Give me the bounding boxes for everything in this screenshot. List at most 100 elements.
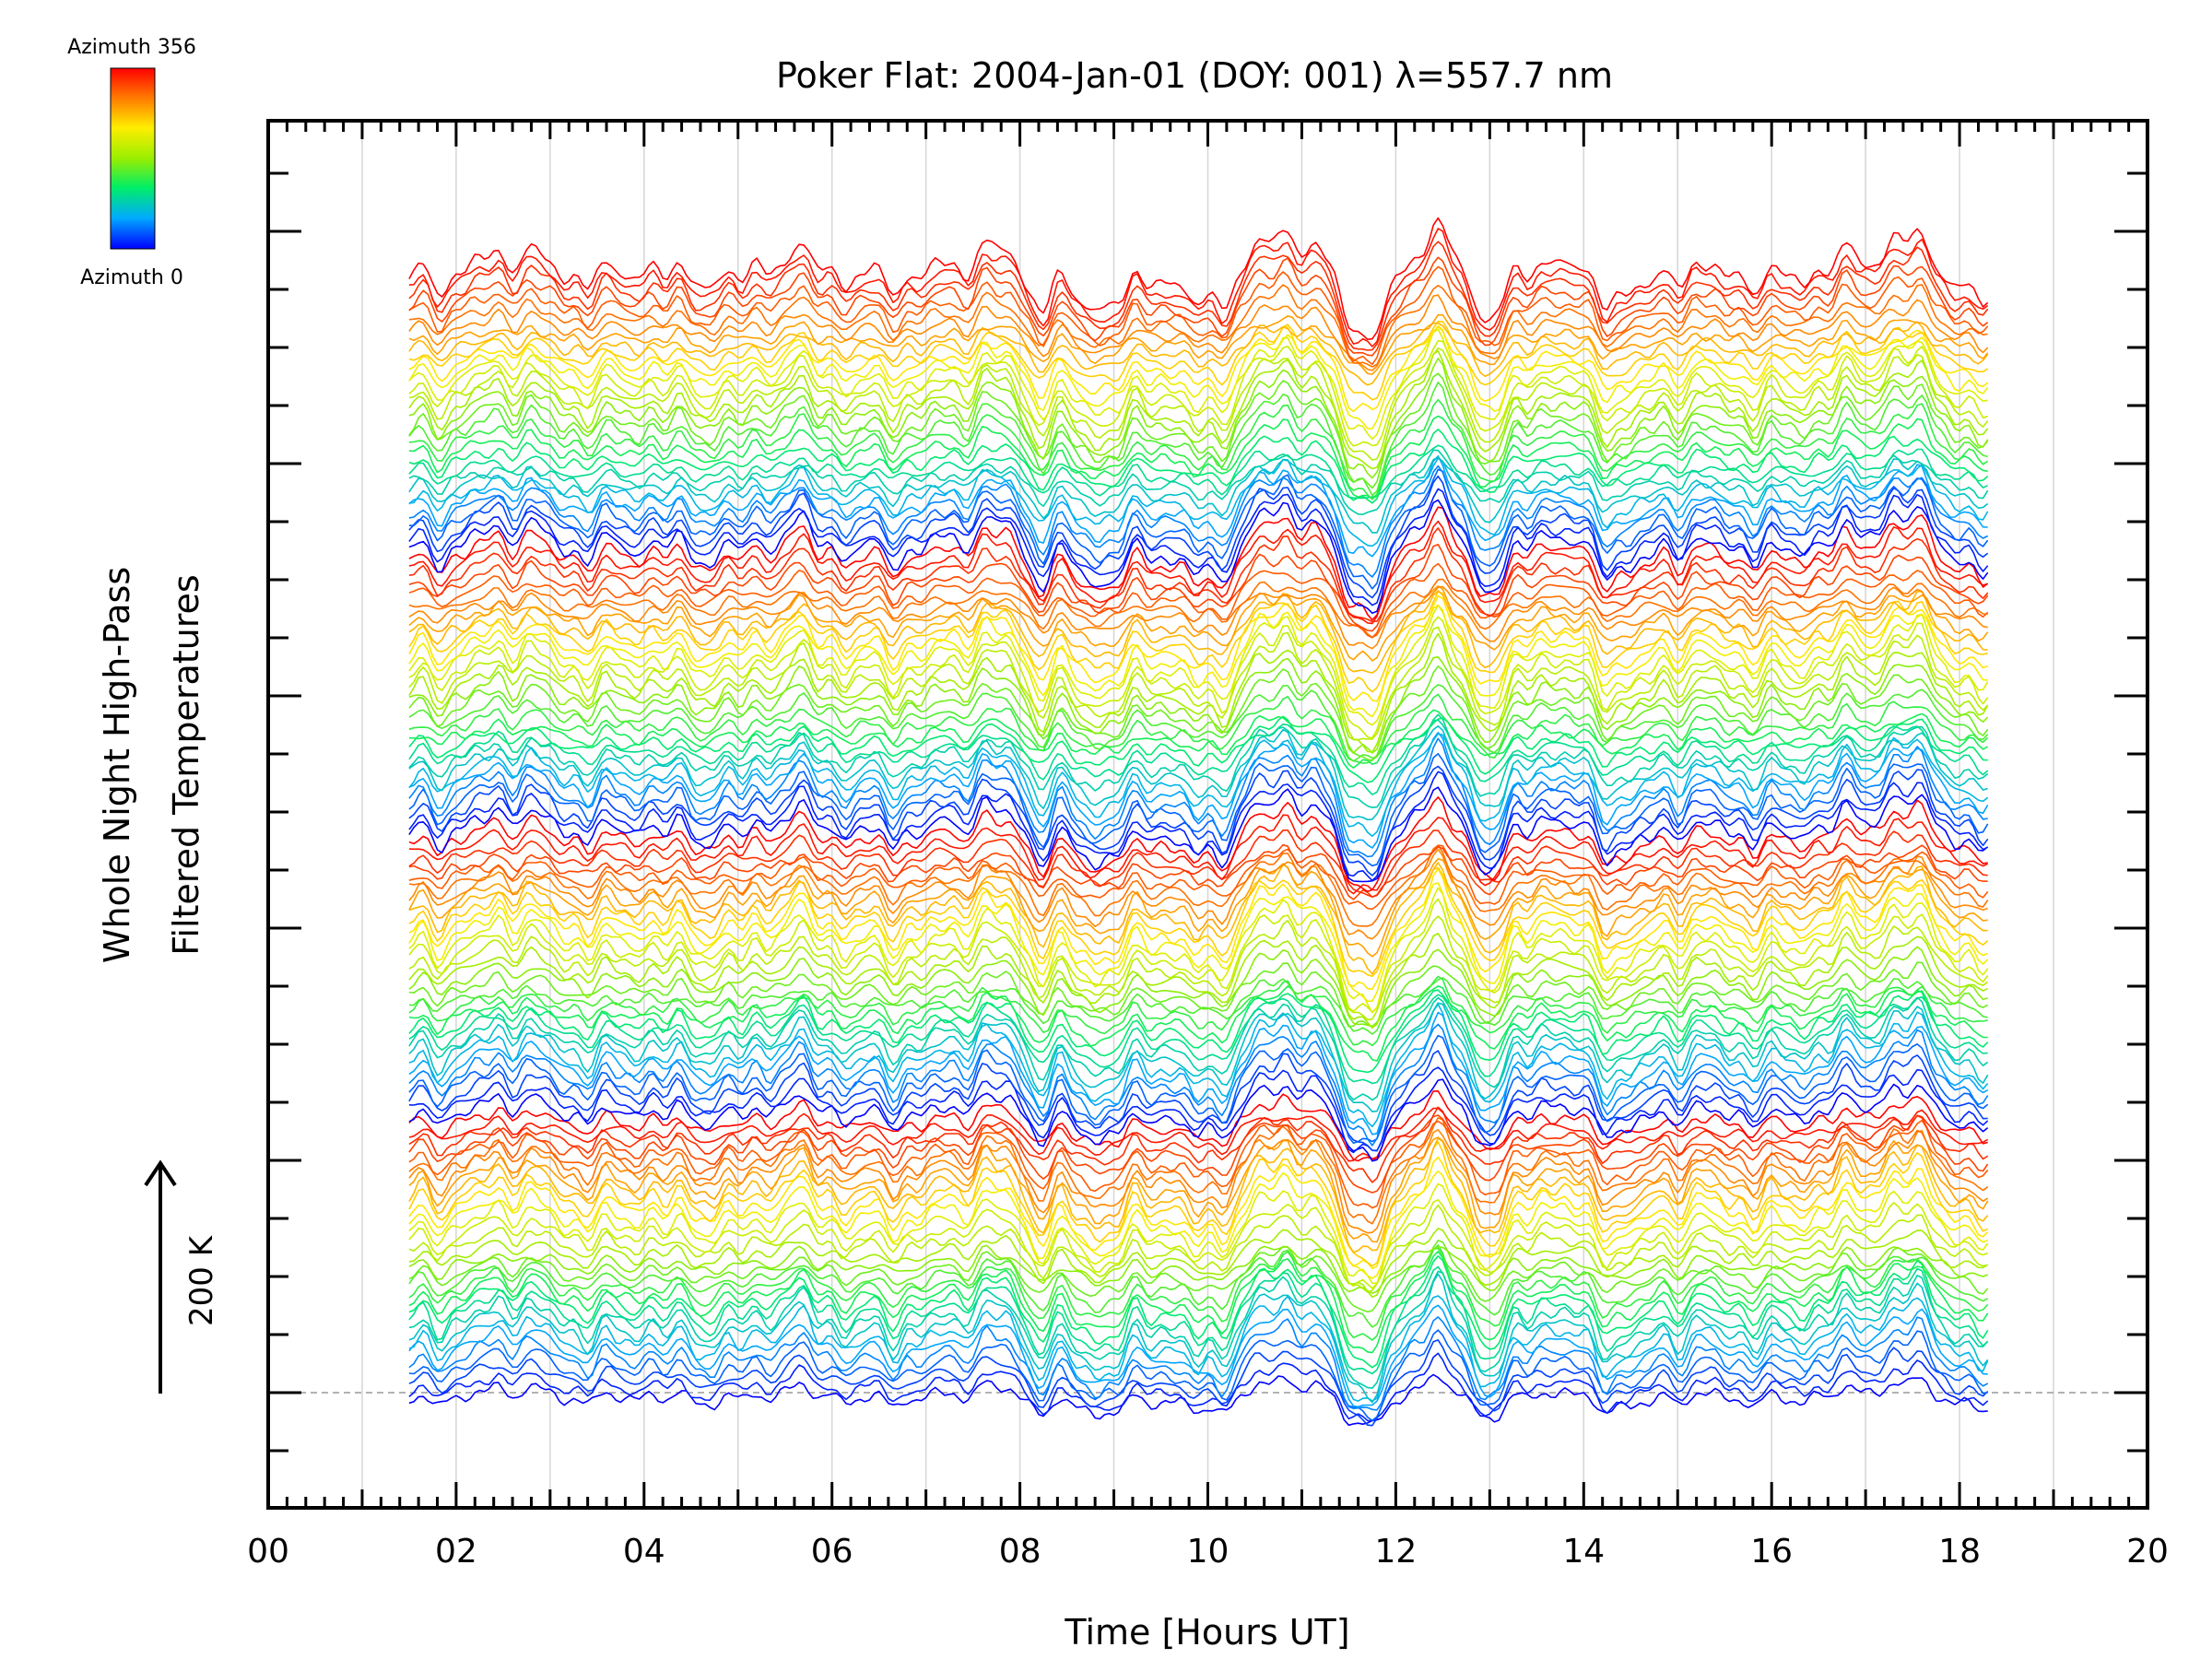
temperature-trace: [408, 1011, 1989, 1135]
temperature-trace: [408, 585, 1988, 650]
temperature-trace: [408, 228, 1989, 347]
temperature-trace: [408, 455, 1988, 558]
temperature-trace: [408, 1339, 1989, 1427]
scale-arrow: [144, 1159, 177, 1394]
temperature-trace: [408, 340, 1988, 447]
temperature-trace: [408, 733, 1989, 837]
x-tick-label: 20: [2126, 1533, 2169, 1571]
temperature-trace: [408, 562, 1989, 639]
temperature-trace: [408, 882, 1989, 1002]
temperature-trace: [408, 604, 1988, 718]
x-tick-label: 10: [1187, 1533, 1230, 1571]
temperature-trace: [408, 862, 1988, 975]
x-tick-label: 04: [623, 1533, 665, 1571]
temperature-trace: [408, 715, 1988, 783]
temperature-trace: [408, 1255, 1989, 1369]
temperature-trace: [408, 1244, 1989, 1294]
temperature-trace: [408, 1316, 1989, 1411]
temperature-trace: [408, 506, 1989, 621]
temperature-trace: [408, 591, 1988, 693]
temperature-trace: [408, 693, 1989, 764]
temperature-trace: [408, 719, 1989, 808]
temperature-trace: [408, 1228, 1989, 1299]
temperature-trace: [408, 1273, 1989, 1404]
temperature-trace: [408, 632, 1989, 753]
temperature-trace: [408, 771, 1989, 882]
temperature-trace: [408, 1106, 1989, 1183]
temperature-trace: [408, 1199, 1988, 1289]
temperature-trace: [408, 499, 1989, 614]
temperature-trace: [408, 1136, 1989, 1243]
temperature-trace: [408, 626, 1989, 741]
temperature-trace: [408, 867, 1988, 990]
temperature-trace: [408, 1304, 1988, 1408]
temperature-trace: [408, 578, 1988, 639]
temperature-trace: [408, 475, 1989, 599]
temperature-trace: [408, 488, 1989, 606]
temperature-trace: [408, 320, 1989, 401]
temperature-trace: [408, 1204, 1988, 1293]
y-axis-label-line2: Filtered Temperatures: [166, 574, 206, 955]
x-tick-label: 06: [811, 1533, 853, 1571]
temperature-trace: [408, 848, 1988, 940]
temperature-trace: [408, 1182, 1989, 1285]
temperature-trace: [408, 1141, 1989, 1267]
temperature-trace: [408, 465, 1989, 578]
temperature-trace: [408, 468, 1989, 590]
temperature-trace: [408, 1034, 1989, 1145]
x-tick-label: 00: [247, 1533, 289, 1571]
temperature-trace: [408, 325, 1989, 413]
temperature-trace: [408, 713, 1989, 795]
temperature-trace: [408, 898, 1989, 1013]
temperature-traces: [408, 217, 1989, 1427]
temperature-trace: [408, 585, 1989, 662]
temperature-trace: [408, 1090, 1988, 1162]
x-tick-label: 18: [1938, 1533, 1981, 1571]
temperature-trace: [408, 843, 1988, 900]
temperature-trace: [408, 753, 1989, 867]
temperature-trace: [408, 456, 1989, 534]
x-tick-label: 14: [1562, 1533, 1605, 1571]
temperature-trace: [408, 933, 1989, 1030]
temperature-trace: [408, 1107, 1989, 1162]
temperature-trace: [408, 915, 1989, 1021]
temperature-trace: [408, 1137, 1989, 1253]
temperature-trace: [408, 866, 1989, 977]
temperature-trace: [408, 1295, 1989, 1402]
temperature-trace: [408, 975, 1988, 1047]
axis-ticks: [266, 121, 2149, 1508]
temperature-trace: [408, 241, 1989, 351]
temperature-trace: [408, 217, 1989, 340]
temperature-trace: [408, 590, 1988, 674]
temperature-trace: [408, 372, 1989, 489]
temperature-trace: [408, 349, 1989, 470]
temperature-trace: [408, 444, 1989, 500]
temperature-trace: [408, 527, 1989, 623]
temperature-trace: [408, 1002, 1989, 1112]
temperature-trace: [408, 709, 1989, 769]
temperature-trace: [408, 328, 1988, 441]
temperature-trace: [408, 284, 1988, 368]
temperature-trace: [408, 294, 1989, 371]
chart-title: Poker Flat: 2004-Jan-01 (DOY: 001) λ=557…: [776, 55, 1613, 96]
temperature-trace: [408, 1352, 1989, 1422]
temperature-trace: [408, 996, 1989, 1101]
x-tick-label: 08: [999, 1533, 1041, 1571]
temperature-trace: [408, 543, 1989, 632]
x-tick-label: 16: [1750, 1533, 1793, 1571]
temperature-trace: [408, 989, 1989, 1074]
temperature-trace: [408, 1003, 1989, 1128]
temperature-trace: [408, 1329, 1988, 1422]
temperature-trace: [408, 1078, 1989, 1162]
temperature-trace: [408, 347, 1989, 461]
x-tick-labels: 00 02 04 06 08 10 12 14 16 18 20: [247, 1533, 2169, 1571]
temperature-trace: [408, 796, 1988, 893]
temperature-trace: [408, 313, 1989, 375]
colorbar: [110, 67, 156, 250]
temperature-trace: [408, 324, 1989, 429]
scale-label: 200 K: [183, 1234, 220, 1326]
temperature-trace: [408, 830, 1988, 898]
temperature-trace: [408, 1050, 1988, 1152]
temperature-trace: [408, 665, 1989, 761]
temperature-trace: [408, 321, 1989, 386]
